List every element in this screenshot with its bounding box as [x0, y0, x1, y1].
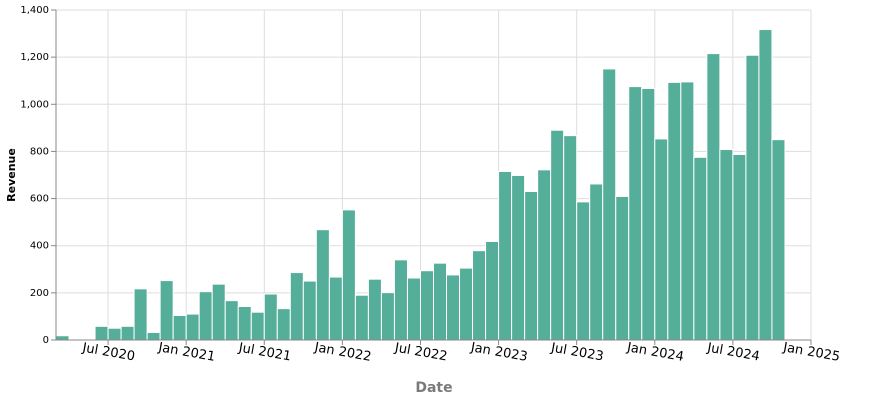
- bar: [341, 209, 356, 341]
- y-tick-label: 200: [30, 288, 49, 299]
- bar: [667, 81, 682, 341]
- bar: [185, 313, 200, 341]
- bar: [133, 288, 148, 341]
- bar: [771, 139, 786, 341]
- bar: [589, 183, 604, 341]
- x-tick-label: Jul 2023: [549, 340, 605, 364]
- y-tick-label: 1,000: [20, 99, 49, 110]
- bar: [641, 87, 656, 341]
- y-tick-label: 600: [30, 194, 49, 205]
- bar: [354, 294, 369, 341]
- bar: [250, 311, 265, 341]
- y-axis-title: Revenue: [5, 148, 18, 202]
- bar: [315, 229, 330, 341]
- bar: [550, 129, 565, 341]
- bar: [472, 250, 487, 341]
- bar: [511, 174, 526, 341]
- bar: [367, 278, 382, 341]
- bar: [680, 81, 695, 341]
- x-ticks: Jul 2020 Jan 2021 Jul 2021 Jan 2022 Jul 2022…: [80, 340, 841, 365]
- bar: [224, 300, 239, 341]
- bar: [146, 331, 161, 341]
- bar: [289, 272, 304, 341]
- bar: [628, 86, 643, 341]
- bar: [237, 306, 252, 341]
- x-tick-label: Jul 2021: [237, 340, 293, 364]
- y-tick-label: 1,200: [20, 52, 49, 63]
- bar: [419, 270, 434, 341]
- bar: [107, 327, 122, 341]
- y-gridlines: [56, 9, 812, 341]
- x-axis-title: Date: [415, 380, 452, 396]
- bar: [55, 335, 70, 341]
- bar: [745, 54, 760, 341]
- bar: [615, 195, 630, 341]
- bar: [602, 68, 617, 341]
- bar: [758, 29, 773, 341]
- y-tick-label: 800: [30, 146, 49, 157]
- bar: [654, 138, 669, 341]
- y-tick-label: 1,400: [20, 5, 49, 16]
- bar: [732, 153, 747, 341]
- bar: [172, 314, 187, 341]
- y-tick-label: 400: [30, 241, 49, 252]
- bar: [485, 240, 500, 341]
- bar: [706, 53, 721, 341]
- bar: [406, 277, 421, 341]
- bar: [302, 280, 317, 341]
- bar: [263, 293, 278, 341]
- bar: [498, 170, 513, 341]
- x-tick-label: Jul 2024: [705, 340, 761, 364]
- y-ticks: 0 200 400 600 800 1,000 1,200 1,400: [20, 5, 56, 346]
- bar: [380, 292, 395, 341]
- bar: [576, 201, 591, 341]
- bar: [537, 169, 552, 341]
- x-tick-label: Jul 2022: [393, 340, 449, 364]
- bar: [563, 135, 578, 341]
- bar: [94, 325, 109, 341]
- bar: [328, 276, 343, 341]
- bar: [719, 149, 734, 341]
- bar: [693, 156, 708, 341]
- bar: [393, 259, 408, 341]
- bar: [198, 291, 213, 341]
- x-tick-label: Jul 2020: [80, 340, 136, 364]
- y-tick-label: 0: [43, 335, 49, 346]
- bar: [276, 308, 291, 341]
- bars: [55, 29, 786, 341]
- bar: [524, 191, 539, 341]
- bar: [211, 283, 226, 341]
- bar: [446, 274, 461, 341]
- bar: [459, 267, 474, 341]
- bar: [433, 262, 448, 341]
- bar: [120, 325, 135, 341]
- bar: [159, 280, 174, 341]
